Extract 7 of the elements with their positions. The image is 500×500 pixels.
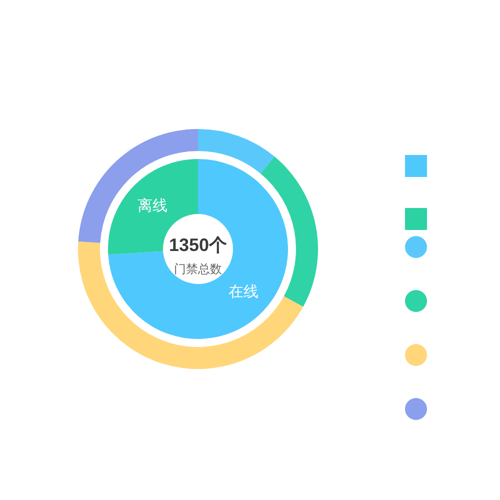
slice-label: 离线 (137, 198, 168, 215)
donut-slice (108, 159, 288, 339)
text: 1350个 (169, 235, 228, 255)
donut-slice (260, 156, 318, 307)
donut-slice (198, 129, 274, 174)
text: 门禁总数 (174, 262, 222, 276)
slice-label: 在线 (228, 283, 259, 300)
